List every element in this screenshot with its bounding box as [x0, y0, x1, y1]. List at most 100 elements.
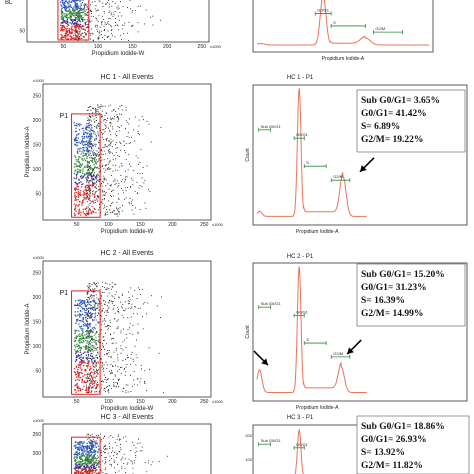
gated-event-dot [88, 146, 90, 148]
event-dot [104, 144, 106, 146]
gated-event-dot [93, 469, 95, 471]
gated-event-dot [90, 331, 92, 333]
gated-event-dot [77, 7, 79, 9]
event-dot [100, 302, 102, 304]
gated-event-dot [98, 334, 100, 336]
gated-event-dot [74, 0, 76, 2]
event-dot [116, 457, 118, 458]
event-dot [132, 295, 133, 297]
event-dot [97, 358, 98, 359]
gated-event-dot [79, 442, 81, 444]
gated-event-dot [91, 355, 93, 357]
event-dot [106, 368, 108, 370]
event-dot [110, 184, 112, 186]
gated-event-dot [68, 32, 71, 34]
event-dot [131, 351, 133, 353]
event-dot [94, 133, 96, 135]
event-dot [95, 184, 97, 186]
gated-event-dot [92, 383, 94, 385]
event-dot [92, 192, 94, 194]
gated-event-dot [66, 18, 69, 20]
gated-event-dot [71, 27, 73, 29]
event-dot [113, 332, 115, 334]
scatter-frame [42, 423, 212, 474]
event-dot [90, 116, 91, 117]
gated-event-dot [93, 372, 95, 374]
gated-event-dot [91, 177, 93, 180]
gated-event-dot [87, 143, 89, 145]
event-dot [95, 145, 97, 147]
event-dot [74, 13, 76, 14]
event-dot [93, 121, 95, 123]
event-dot [95, 343, 97, 345]
event-dot [106, 126, 108, 128]
event-dot [109, 38, 111, 40]
gated-event-dot [75, 322, 77, 324]
x-tick-label: 200 [168, 222, 177, 228]
event-dot [97, 361, 99, 363]
x-axis-title: Propidium Iodide-A [322, 56, 365, 62]
gated-event-dot [96, 372, 99, 374]
gated-event-dot [91, 306, 93, 309]
gated-event-dot [81, 472, 83, 474]
gated-event-dot [77, 193, 79, 195]
gated-event-dot [78, 164, 80, 167]
gated-event-dot [93, 450, 95, 452]
event-dot [88, 380, 90, 382]
event-dot [115, 164, 117, 166]
event-dot [89, 340, 91, 341]
event-dot [113, 385, 115, 387]
gated-event-dot [80, 0, 82, 1]
gated-event-dot [82, 453, 84, 455]
event-dot [121, 294, 123, 296]
event-dot [139, 289, 140, 291]
gated-event-dot [90, 459, 92, 461]
event-dot [99, 341, 100, 343]
gated-event-dot [86, 191, 88, 193]
gated-event-dot [88, 135, 90, 137]
gated-event-dot [82, 19, 84, 21]
gated-event-dot [87, 453, 89, 456]
gated-event-dot [87, 142, 89, 144]
event-dot [121, 165, 123, 167]
event-dot [89, 467, 91, 468]
gated-event-dot [88, 357, 90, 359]
event-dot [94, 468, 96, 469]
event-dot [117, 308, 119, 310]
event-dot [108, 306, 110, 308]
event-dot [90, 109, 92, 111]
gated-event-dot [85, 325, 87, 327]
event-dot [101, 106, 103, 108]
gated-event-dot [78, 347, 80, 350]
gated-event-dot [87, 361, 89, 363]
event-dot [109, 160, 111, 162]
gated-event-dot [82, 459, 84, 461]
event-dot [117, 209, 119, 211]
event-dot [107, 158, 109, 160]
gated-event-dot [71, 32, 74, 34]
gated-event-dot [77, 10, 79, 12]
event-dot [98, 341, 100, 343]
gated-event-dot [89, 141, 91, 143]
gated-event-dot [62, 18, 64, 21]
gated-event-dot [86, 457, 88, 460]
event-dot [108, 105, 110, 107]
gated-event-dot [79, 190, 81, 192]
event-dot [121, 366, 123, 368]
gated-event-dot [76, 176, 78, 178]
gated-event-dot [83, 130, 85, 132]
gated-event-dot [81, 468, 84, 470]
event-dot [125, 190, 127, 192]
histogram-line [256, 88, 367, 217]
event-dot [106, 305, 108, 307]
gated-event-dot [88, 386, 90, 388]
gated-event-dot [75, 205, 77, 207]
event-dot [93, 345, 95, 347]
gated-event-dot [67, 21, 69, 23]
gated-event-dot [83, 446, 85, 448]
event-dot [123, 192, 124, 194]
gated-event-dot [79, 367, 82, 369]
event-dot [121, 105, 123, 106]
gated-event-dot [78, 344, 80, 346]
event-dot [105, 211, 107, 213]
